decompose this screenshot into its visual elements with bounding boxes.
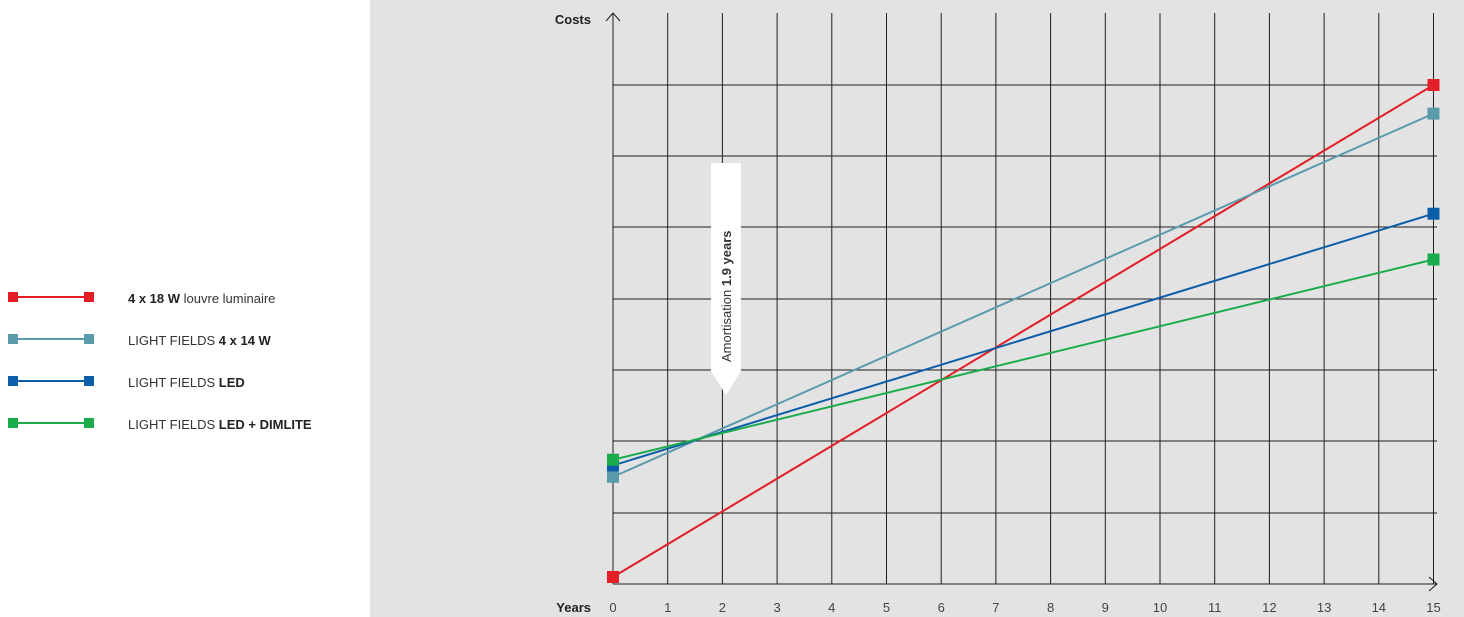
x-tick-label: 8 xyxy=(1047,600,1054,615)
series-point-start-1 xyxy=(607,470,619,483)
y-axis-arrow-icon xyxy=(605,12,621,22)
amortisation-marker xyxy=(710,163,741,395)
series-point-end-0 xyxy=(1427,79,1440,91)
x-tick-label: 7 xyxy=(992,600,999,615)
amortisation-label-prefix: Amortisation xyxy=(719,286,734,362)
legend-label: LIGHT FIELDS LED xyxy=(128,375,245,390)
legend-item: LIGHT FIELDS LED xyxy=(8,374,348,416)
series-point-end-2 xyxy=(1427,207,1440,220)
legend-item: 4 x 18 W louvre luminaire xyxy=(8,290,348,332)
y-axis-label: Costs xyxy=(555,12,591,27)
x-tick-label: 10 xyxy=(1153,600,1167,615)
plot-background xyxy=(370,0,1464,617)
x-tick-label: 4 xyxy=(828,600,835,615)
amortisation-label-value: 1.9 years xyxy=(719,230,734,286)
x-tick-label: 2 xyxy=(719,600,726,615)
legend-swatch xyxy=(8,292,94,302)
legend-swatch xyxy=(8,334,94,344)
legend-item: LIGHT FIELDS LED + DIMLITE xyxy=(8,416,348,458)
amortisation-label: Amortisation 1.9 years xyxy=(719,230,734,362)
x-tick-label: 14 xyxy=(1372,600,1386,615)
legend-label: LIGHT FIELDS LED + DIMLITE xyxy=(128,417,312,432)
series-point-start-3 xyxy=(607,453,619,466)
legend-item: LIGHT FIELDS 4 x 14 W xyxy=(8,332,348,374)
legend-label: 4 x 18 W louvre luminaire xyxy=(128,291,276,306)
series-line-2 xyxy=(612,212,1434,467)
x-tick-label: 13 xyxy=(1317,600,1331,615)
x-tick-label: 11 xyxy=(1208,600,1222,615)
x-axis-arrow-icon xyxy=(1428,576,1438,592)
x-axis-label: Years xyxy=(556,600,591,615)
legend-swatch xyxy=(8,376,94,386)
legend-label: LIGHT FIELDS 4 x 14 W xyxy=(128,333,271,348)
series-point-end-3 xyxy=(1427,253,1440,266)
series-point-start-0 xyxy=(607,571,619,583)
x-tick-label: 6 xyxy=(938,600,945,615)
x-tick-label: 0 xyxy=(609,600,616,615)
series-line-1 xyxy=(612,112,1434,478)
series-line-3 xyxy=(612,258,1434,461)
legend-swatch xyxy=(8,418,94,428)
series-point-end-1 xyxy=(1427,107,1440,120)
x-tick-label: 3 xyxy=(773,600,780,615)
legend: 4 x 18 W louvre luminaire LIGHT FIELDS 4 … xyxy=(8,290,348,458)
x-tick-label: 12 xyxy=(1262,600,1276,615)
x-tick-label: 9 xyxy=(1102,600,1109,615)
series-line-0 xyxy=(612,84,1435,578)
x-tick-label: 5 xyxy=(883,600,890,615)
x-tick-label: 1 xyxy=(664,600,671,615)
x-tick-label: 15 xyxy=(1426,600,1440,615)
